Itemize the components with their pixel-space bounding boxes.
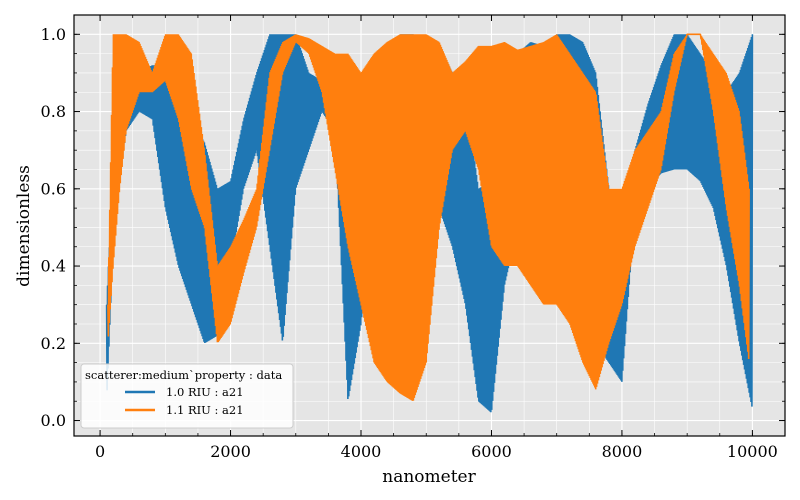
x-axis-label: nanometer — [382, 467, 476, 487]
x-tick-label: 6000 — [471, 442, 512, 461]
y-tick-label: 1.0 — [41, 25, 66, 44]
legend: scatterer:medium`property : data 1.0 RIU … — [80, 363, 294, 429]
y-tick-label: 0.8 — [41, 102, 66, 121]
legend-entry: 1.1 RIU : a21 — [166, 403, 244, 417]
x-tick-label: 8000 — [602, 442, 643, 461]
legend-box — [80, 363, 294, 429]
y-tick-label: 0.4 — [41, 257, 66, 276]
y-tick-label: 0.0 — [41, 411, 66, 430]
legend-title: scatterer:medium`property : data — [85, 368, 282, 382]
x-tick-label: 10000 — [727, 442, 778, 461]
axes-frame — [73, 14, 786, 437]
legend-entry: 1.0 RIU : a21 — [166, 385, 244, 399]
x-tick-label: 4000 — [341, 442, 382, 461]
x-tick-label: 0 — [95, 442, 105, 461]
y-tick-label: 0.2 — [41, 334, 66, 353]
y-axis-label: dimensionless — [14, 165, 34, 287]
axes-layer: 0 2000 4000 6000 8000 10000 0.0 0.2 0.4 0.6 0.8 1.0 — [41, 14, 786, 461]
series-line-2 — [107, 33, 750, 401]
y-tick-label: 0.6 — [41, 179, 66, 198]
x-tick-label: 2000 — [210, 442, 251, 461]
series-layer — [105, 33, 754, 413]
